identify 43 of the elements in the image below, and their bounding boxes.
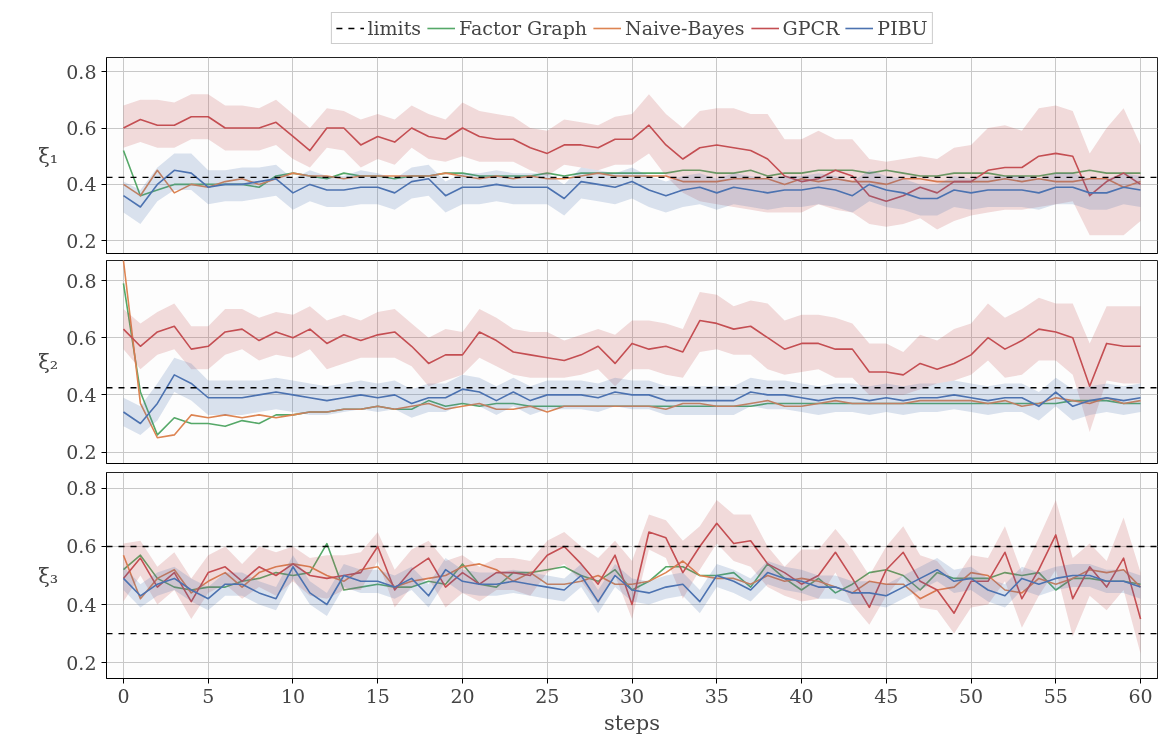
x-tick-label: 40 — [789, 684, 814, 707]
x-tick-label: 20 — [450, 684, 475, 707]
x-tick-label: 30 — [619, 684, 645, 707]
legend-label: limits — [367, 16, 422, 39]
y-axis-title: ξ₃ — [38, 563, 59, 588]
line-series — [122, 115, 1142, 203]
x-tick-label: 60 — [1128, 684, 1153, 707]
y-axis-title: ξ₁ — [38, 143, 59, 168]
legend-label: PIBU — [877, 16, 928, 39]
y-tick-label: 0.8 — [66, 269, 97, 292]
y-tick-label: 0.6 — [66, 535, 97, 558]
line-series — [122, 542, 1142, 594]
x-axis-title: steps — [604, 710, 660, 735]
line-series — [122, 169, 1142, 197]
y-tick-label: 0.6 — [66, 117, 97, 139]
y-tick-label: 0.8 — [66, 477, 97, 500]
x-tick-label: 45 — [874, 684, 899, 707]
x-tick-label: 0 — [117, 684, 130, 707]
y-tick-label: 0.4 — [66, 173, 97, 196]
x-tick-label: 35 — [704, 684, 729, 707]
y-axis-title: ξ₂ — [38, 350, 59, 374]
y-tick-label: 0.4 — [66, 383, 97, 406]
legend-label: GPCR — [782, 16, 840, 39]
legend-label: Naive-Bayes — [625, 16, 745, 39]
x-tick-label: 15 — [365, 684, 390, 707]
y-tick-label: 0.2 — [66, 651, 97, 674]
y-tick-label: 0.6 — [66, 326, 97, 349]
x-tick-label: 50 — [958, 684, 984, 707]
y-tick-label: 0.2 — [66, 229, 97, 252]
line-series — [122, 566, 1142, 606]
line-series — [122, 319, 1142, 388]
x-tick-label: 5 — [202, 684, 215, 707]
line-series — [122, 522, 1142, 620]
y-tick-label: 0.4 — [66, 593, 97, 616]
y-tick-label: 0.8 — [66, 60, 97, 83]
x-tick-label: 25 — [535, 684, 560, 707]
line-series — [122, 554, 1142, 600]
y-tick-label: 0.2 — [66, 441, 97, 464]
x-tick-label: 10 — [280, 684, 306, 707]
legend-label: Factor Graph — [459, 16, 588, 39]
line-series — [122, 374, 1142, 425]
line-series — [122, 169, 1142, 208]
x-tick-label: 55 — [1043, 684, 1068, 707]
